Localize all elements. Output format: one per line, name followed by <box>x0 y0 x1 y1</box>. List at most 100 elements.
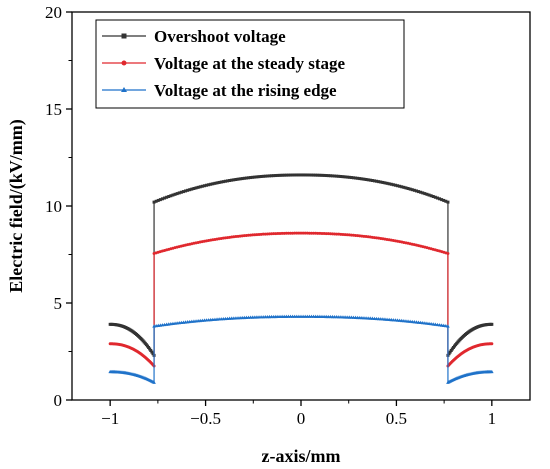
data-point <box>362 177 366 181</box>
data-point <box>301 173 305 177</box>
data-point <box>312 231 316 235</box>
data-point <box>240 177 244 181</box>
data-point <box>251 175 255 179</box>
data-point <box>309 173 313 177</box>
data-point <box>291 173 295 177</box>
data-point <box>400 185 404 189</box>
data-point <box>268 174 272 178</box>
data-point <box>446 324 450 328</box>
data-point <box>439 323 444 327</box>
data-point <box>490 342 494 346</box>
data-point <box>423 192 427 196</box>
data-point <box>305 173 309 177</box>
data-point <box>446 252 450 256</box>
data-point <box>444 323 448 328</box>
data-point <box>219 180 223 184</box>
y-tick-label: 20 <box>45 3 62 22</box>
data-point <box>314 173 318 177</box>
y-tick-label: 10 <box>45 197 62 216</box>
data-point <box>263 174 267 178</box>
data-point <box>181 190 185 194</box>
data-point <box>328 174 332 178</box>
data-point <box>154 199 158 203</box>
data-point <box>333 174 337 178</box>
data-point <box>274 232 278 236</box>
data-point <box>366 178 370 182</box>
data-point <box>448 350 452 354</box>
data-point <box>441 323 446 327</box>
data-point <box>167 195 171 199</box>
data-point <box>303 173 307 177</box>
data-point <box>207 183 211 187</box>
data-point <box>339 175 343 179</box>
series-2 <box>108 231 494 368</box>
data-point <box>156 198 160 202</box>
data-point <box>209 182 213 186</box>
data-point <box>158 198 162 202</box>
data-point <box>396 184 400 188</box>
data-point <box>286 173 290 177</box>
data-point <box>347 175 351 179</box>
data-point <box>410 188 414 192</box>
data-point <box>217 180 221 184</box>
data-point <box>177 191 181 195</box>
data-point <box>270 232 274 236</box>
series-line <box>110 232 492 368</box>
data-point <box>324 174 328 178</box>
data-point <box>238 177 242 181</box>
data-point <box>215 181 219 185</box>
x-axis-label: z-axis/mm <box>262 446 341 466</box>
data-point <box>221 180 225 184</box>
data-point <box>437 323 442 327</box>
data-point <box>419 190 423 194</box>
legend-label: Overshoot voltage <box>154 27 286 46</box>
data-point <box>404 186 408 190</box>
data-point <box>431 195 435 199</box>
data-point <box>230 178 234 182</box>
data-point <box>272 232 276 236</box>
data-point <box>442 198 446 202</box>
x-tick-label: 0.5 <box>386 409 407 428</box>
data-point <box>320 173 324 177</box>
data-point <box>226 179 230 183</box>
data-point <box>438 197 442 201</box>
data-point <box>261 174 265 178</box>
legend-marker <box>121 33 127 39</box>
data-point <box>293 173 297 177</box>
data-point <box>253 175 257 179</box>
data-point <box>368 178 372 182</box>
data-point <box>259 175 263 179</box>
legend-box <box>95 19 405 109</box>
legend-item: Voltage at the steady stage <box>102 54 346 73</box>
data-point <box>356 176 360 180</box>
data-point <box>249 176 253 180</box>
series-1 <box>108 173 494 358</box>
y-tick-label: 5 <box>54 294 63 313</box>
data-point <box>314 231 318 235</box>
data-point <box>173 192 177 196</box>
data-point <box>425 192 429 196</box>
data-point <box>160 197 164 201</box>
data-point <box>343 175 347 179</box>
legend-label: Voltage at the rising edge <box>154 81 337 100</box>
data-point <box>318 173 322 177</box>
data-point <box>232 178 236 182</box>
y-axis: 0 5 10 15 20 <box>45 3 72 410</box>
legend-label: Voltage at the steady stage <box>154 54 346 73</box>
data-point <box>282 231 286 235</box>
data-point <box>289 231 293 235</box>
data-point <box>152 200 156 204</box>
data-point <box>284 231 288 235</box>
data-point <box>200 184 204 188</box>
data-point <box>223 179 227 183</box>
data-point <box>324 232 328 236</box>
data-point <box>490 322 494 326</box>
data-point <box>247 176 251 180</box>
data-point <box>312 173 316 177</box>
series-layer <box>108 173 494 384</box>
data-point <box>414 189 418 193</box>
data-point <box>196 185 200 189</box>
data-point <box>377 180 381 184</box>
data-point <box>278 231 282 235</box>
data-point <box>297 231 301 235</box>
